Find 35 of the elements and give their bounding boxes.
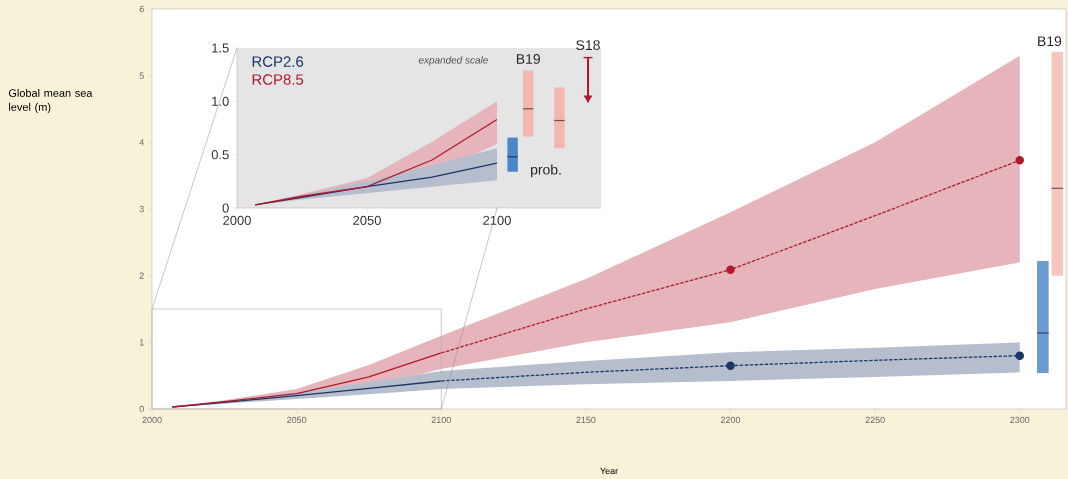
y-tick-label: 4 (139, 139, 144, 146)
x-tick-label: 2200 (720, 416, 741, 424)
x-tick-label: 2100 (431, 416, 451, 424)
point (726, 265, 735, 274)
y-tick-label: 1.5 (212, 43, 229, 53)
annotation: B19 (516, 53, 540, 64)
line-series (254, 118, 498, 206)
annotation: prob. (531, 164, 561, 178)
x-tick-label: 2300 (1010, 416, 1030, 424)
x-tick-label: 2250 (865, 416, 885, 424)
y-tick-label: 0 (222, 203, 229, 213)
text: RCP2.6 (252, 56, 304, 67)
y-tick-label: 3 (139, 205, 144, 213)
x-axis-title: Year (600, 467, 618, 475)
x-tick-label: 2050 (353, 215, 381, 225)
y-axis-title: Global mean sea level (m) (8, 88, 93, 114)
y-tick-label: 6 (139, 5, 144, 13)
y-tick-label: 0.5 (211, 150, 229, 160)
text: RCP8.5 (252, 74, 304, 85)
y-tick-label: 5 (139, 72, 144, 79)
y-tick-label: 0 (139, 405, 144, 413)
point (1015, 156, 1024, 165)
x-tick-label: 2000 (142, 416, 162, 424)
y-tick-label: 1 (139, 339, 144, 346)
point (726, 361, 735, 370)
point (1015, 351, 1024, 360)
annotation: expanded scale (418, 56, 488, 66)
x-tick-label: 2100 (483, 215, 511, 225)
x-tick-label: 2000 (223, 215, 251, 225)
x-tick-label: 2050 (287, 416, 307, 424)
y-tick-label: 2 (139, 272, 144, 279)
x-tick-label: 2150 (576, 416, 596, 424)
annotation: S18 (576, 40, 600, 51)
y-tick-label: 1.0 (212, 96, 229, 106)
annotation: B19 (1038, 36, 1062, 47)
